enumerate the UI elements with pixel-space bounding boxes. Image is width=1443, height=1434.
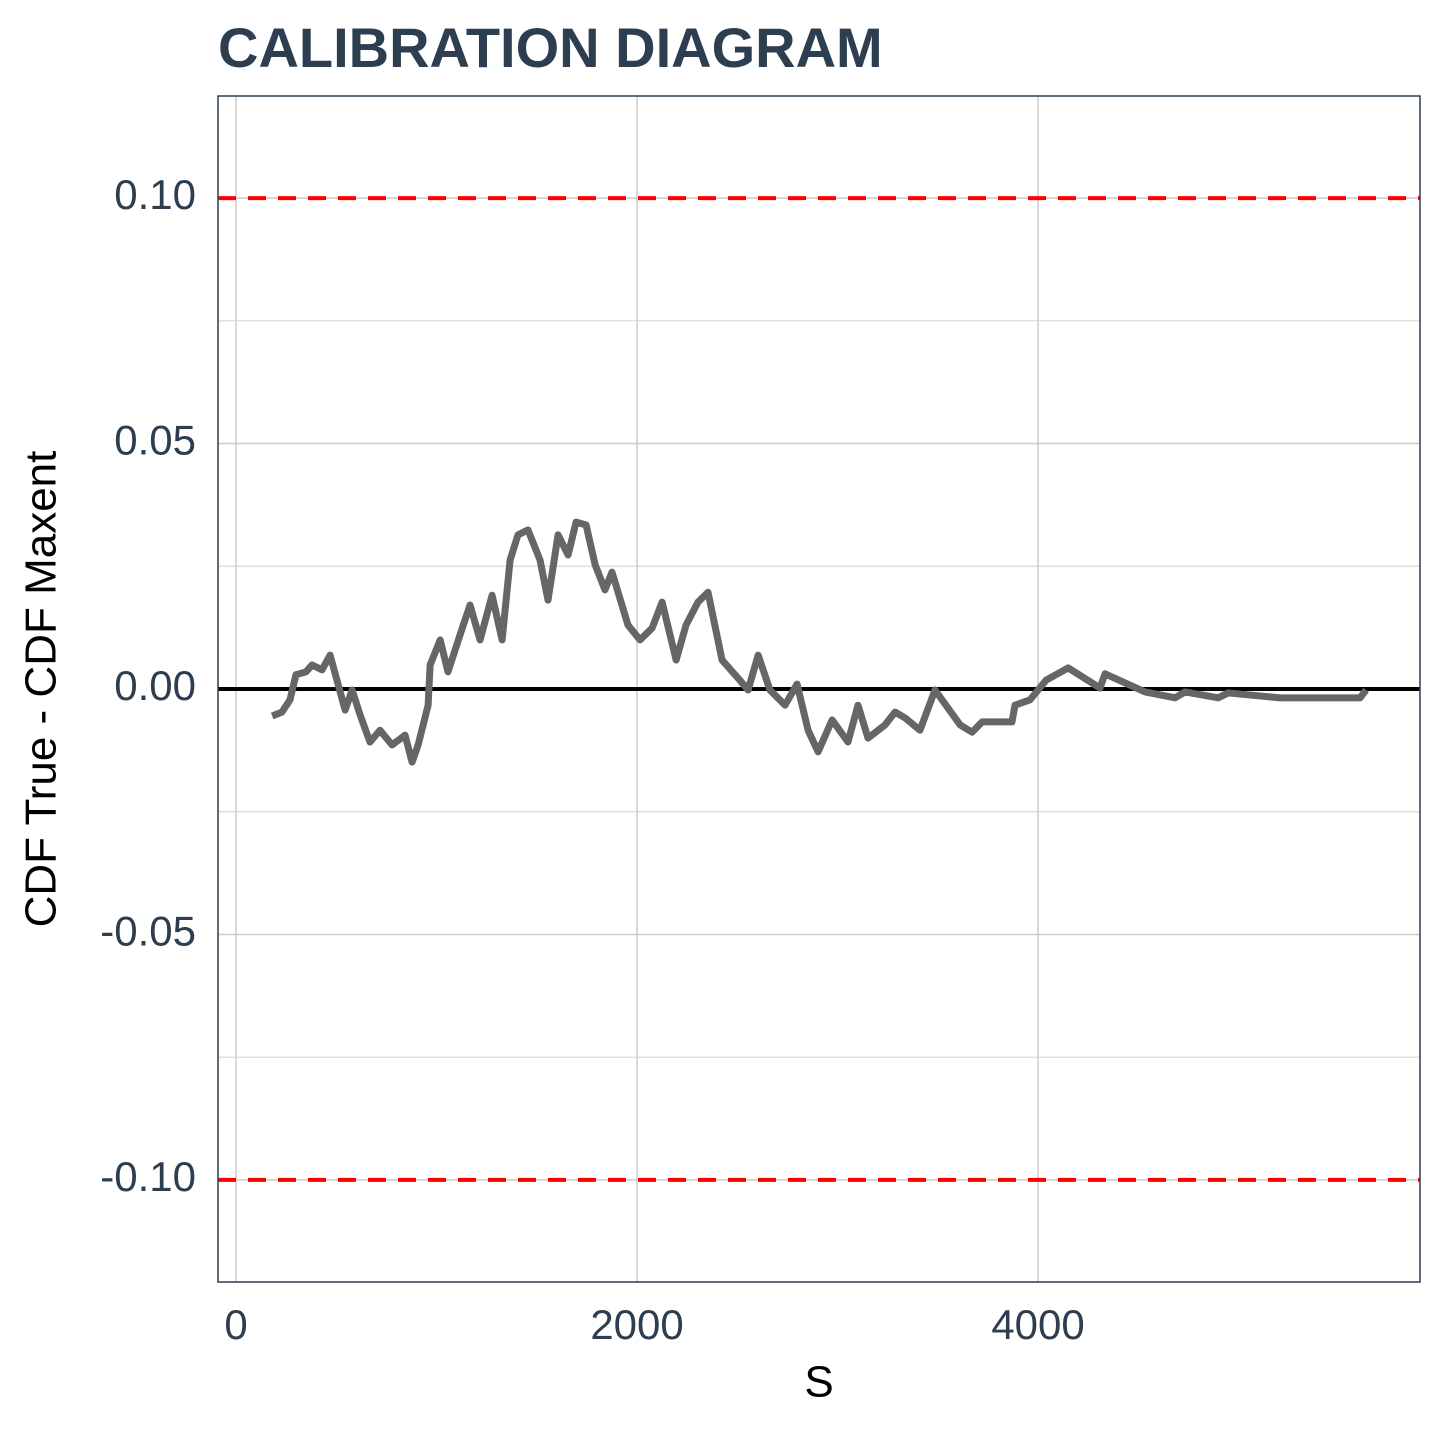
x-tick-label: 0 — [224, 1301, 247, 1348]
chart-title: CALIBRATION DIAGRAM — [218, 16, 883, 79]
x-tick-label: 2000 — [590, 1301, 683, 1348]
x-tick-label: 4000 — [991, 1301, 1084, 1348]
x-axis-label: S — [804, 1358, 833, 1407]
y-tick-label: 0.05 — [114, 417, 196, 464]
y-tick-label: -0.10 — [100, 1153, 196, 1200]
y-tick-label: 0.00 — [114, 662, 196, 709]
plot-border — [217, 95, 1421, 1283]
y-axis-label: CDF True - CDF Maxent — [17, 451, 66, 928]
y-tick-label: -0.05 — [100, 908, 196, 955]
y-tick-label: 0.10 — [114, 171, 196, 218]
data-line — [270, 518, 1369, 766]
